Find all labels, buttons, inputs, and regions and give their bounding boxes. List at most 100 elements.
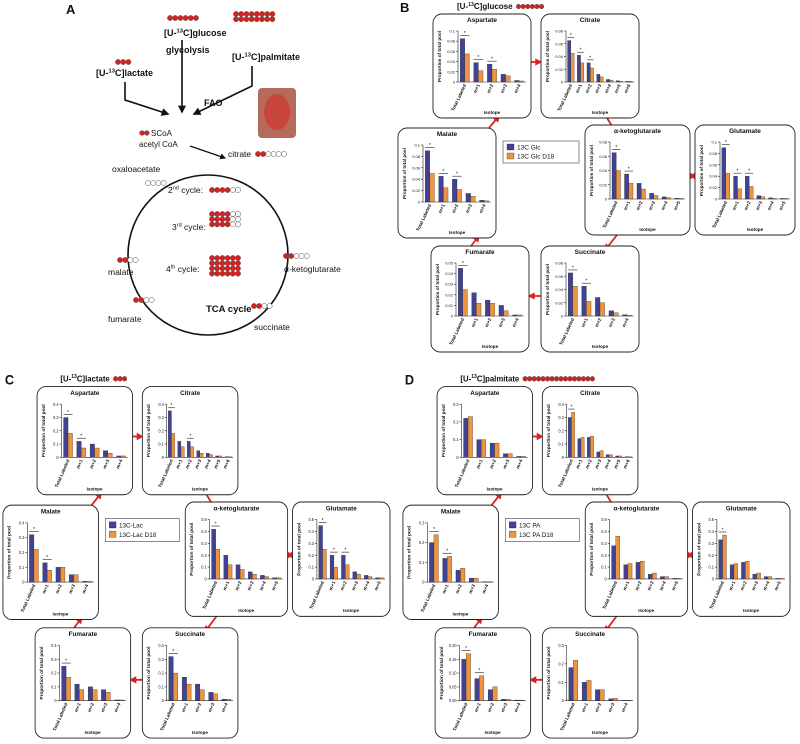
bar <box>228 456 232 458</box>
bar <box>615 536 621 580</box>
y-tick-label: 0.00 <box>449 698 457 703</box>
x-axis-label: Isotope <box>638 608 654 613</box>
significance-label: * <box>446 549 448 555</box>
panel-header: [U-13C]glucose <box>457 2 513 11</box>
bar <box>187 441 191 458</box>
y-axis-label: Proportion of total pool <box>7 526 12 579</box>
carbon-dot <box>214 211 221 217</box>
bar <box>487 689 493 701</box>
y-tick-label: 0.4 <box>558 402 564 407</box>
carbon-dot <box>264 16 271 23</box>
carbon-dot <box>269 16 276 23</box>
bar <box>636 183 642 200</box>
y-tick-label: 0 <box>561 80 564 85</box>
cycle-label-part: 3 <box>172 222 177 232</box>
x-tick-label: m+4 <box>762 580 770 591</box>
significance-label: * <box>628 167 630 173</box>
significance-label: * <box>46 555 48 561</box>
arrow <box>124 82 170 116</box>
x-tick-label: m+1 <box>575 458 583 469</box>
y-tick-label: 0 <box>451 314 454 319</box>
bar <box>500 74 506 83</box>
bar <box>599 302 605 317</box>
bar <box>341 555 346 580</box>
x-tick-label: m+2 <box>339 580 347 591</box>
significance-label: * <box>171 403 173 409</box>
carbon-dot <box>209 221 215 228</box>
x-tick-label: m+4 <box>621 317 630 328</box>
y-tick-label: 0.2 <box>709 553 715 558</box>
bar <box>462 289 468 317</box>
cycle-label-sup: th <box>171 265 176 271</box>
bar <box>733 176 738 200</box>
bar <box>69 574 74 583</box>
bar <box>503 453 508 458</box>
x-tick-label: m+3 <box>502 458 510 469</box>
carbon-dot <box>150 180 157 186</box>
carbon-dot <box>531 376 537 382</box>
bar <box>484 200 489 203</box>
y-tick-label: 0.05 <box>449 684 457 689</box>
carbon-dot <box>248 16 255 23</box>
y-tick-label: 0.2 <box>51 671 57 676</box>
carbon-dot <box>113 376 119 382</box>
heart-photo <box>264 94 290 130</box>
x-axis-label: Isotope <box>192 730 208 735</box>
carbon-dot <box>132 257 139 263</box>
bar <box>433 534 439 583</box>
y-tick-label: 0.5 <box>201 517 207 522</box>
y-axis-label: Proportion of total pool <box>546 647 551 700</box>
bar <box>718 539 723 580</box>
x-tick-label: m+1 <box>73 702 81 713</box>
bar <box>609 454 613 458</box>
metabolite-label: malate <box>108 267 134 277</box>
carbon-dot <box>264 11 271 17</box>
x-tick-label: m+2 <box>594 317 603 328</box>
bar <box>212 693 218 701</box>
carbon-dot <box>235 216 241 223</box>
y-tick-label: 0 <box>205 576 208 581</box>
x-tick-label: m+5 <box>613 83 622 94</box>
bar <box>87 686 93 701</box>
y-tick-label: 0.08 <box>412 154 421 159</box>
bar <box>613 312 619 317</box>
y-tick-label: 0.4 <box>201 529 207 534</box>
chart-title: Aspartate <box>467 17 497 24</box>
x-tick-label: m+1 <box>222 580 230 591</box>
y-tick-label: 0.2 <box>419 540 425 545</box>
bar <box>599 450 604 458</box>
carbon-dot <box>235 265 241 272</box>
bar <box>196 450 201 458</box>
carbon-dot <box>214 260 221 267</box>
carbon-dot <box>172 15 179 21</box>
carbon-dot <box>133 297 139 303</box>
x-tick-label: m+5 <box>374 580 382 591</box>
significance-label: * <box>491 57 493 63</box>
bar <box>590 435 594 458</box>
bar <box>507 453 513 458</box>
carbon-dot <box>269 11 276 17</box>
bar <box>784 198 789 200</box>
carbon-dot <box>545 376 551 382</box>
chart-frame <box>292 501 391 617</box>
bar <box>628 183 634 200</box>
bar <box>470 196 476 203</box>
y-tick-label: 0.02 <box>555 67 564 72</box>
significance-label: * <box>572 265 574 271</box>
bar <box>641 188 646 200</box>
y-tick-label: 0.04 <box>447 59 456 64</box>
bar <box>666 197 671 200</box>
significance-label: * <box>456 172 458 178</box>
bar <box>616 170 621 200</box>
significance-label: * <box>33 527 35 533</box>
x-tick-label: m+5 <box>213 458 221 469</box>
significance-label: * <box>589 55 591 61</box>
x-tick-label: m+4 <box>511 317 520 328</box>
significance-label: * <box>333 547 335 553</box>
bar <box>609 79 614 83</box>
bar <box>465 653 471 701</box>
bar <box>516 456 522 458</box>
bar <box>180 446 185 458</box>
carbon-dot <box>209 255 215 261</box>
bar <box>224 456 229 458</box>
